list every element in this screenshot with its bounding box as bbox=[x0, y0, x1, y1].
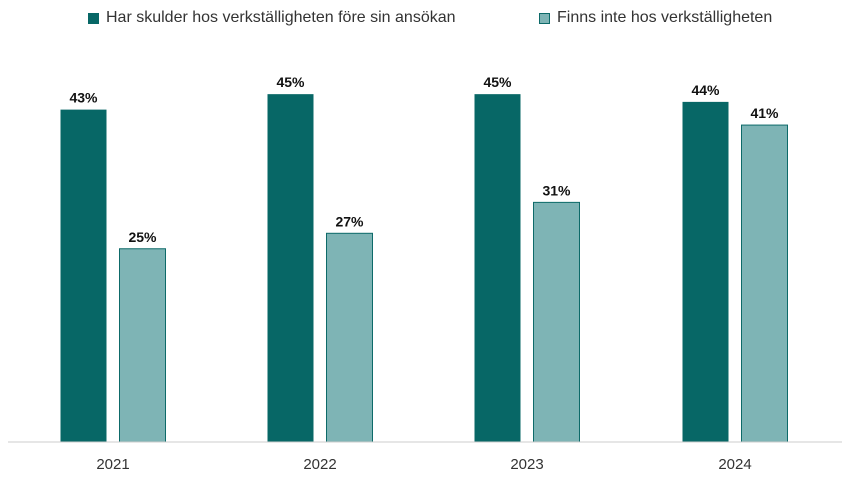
bar-series-1-2022 bbox=[267, 94, 314, 443]
bar-series-2-2023 bbox=[533, 201, 580, 443]
bar-series-1-2024 bbox=[682, 101, 729, 442]
x-tick-label-2023: 2023 bbox=[510, 456, 543, 473]
x-tick-label-2021: 2021 bbox=[96, 456, 129, 473]
data-label-series-2-2021: 25% bbox=[128, 229, 157, 245]
legend-label-series-2: Finns inte hos verkställigheten bbox=[557, 9, 773, 26]
data-label-series-1-2022: 45% bbox=[276, 74, 305, 90]
legend-swatch-series-2 bbox=[539, 12, 550, 24]
data-label-series-2-2023: 31% bbox=[542, 182, 571, 198]
data-label-series-1-2021: 43% bbox=[69, 90, 98, 106]
legend-swatch-series-1 bbox=[88, 12, 99, 24]
legend-item-series-1: Har skulder hos verkställigheten före si… bbox=[88, 9, 456, 27]
data-label-series-2-2024: 41% bbox=[750, 105, 779, 121]
legend-label-series-1: Har skulder hos verkställigheten före si… bbox=[106, 9, 456, 26]
bar-series-2-2021 bbox=[119, 248, 166, 443]
data-label-series-1-2024: 44% bbox=[691, 82, 720, 98]
x-tick-label-2024: 2024 bbox=[718, 456, 751, 473]
bar-series-2-2024 bbox=[741, 124, 788, 443]
x-tick-label-2022: 2022 bbox=[303, 456, 336, 473]
data-label-series-2-2022: 27% bbox=[335, 213, 364, 229]
bar-series-1-2023 bbox=[474, 94, 521, 443]
bar-series-2-2022 bbox=[326, 232, 373, 443]
bar-series-1-2021 bbox=[60, 109, 107, 443]
data-label-series-1-2023: 45% bbox=[483, 74, 512, 90]
legend-item-series-2: Finns inte hos verkställigheten bbox=[539, 9, 772, 27]
